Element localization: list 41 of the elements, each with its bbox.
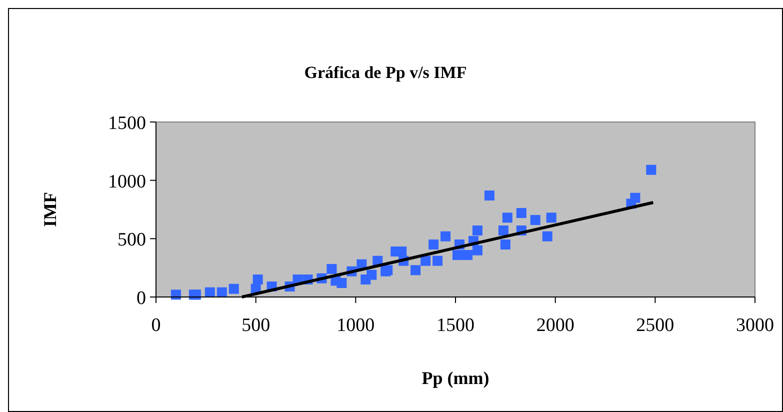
point <box>420 256 431 266</box>
y-tick-label: 1000 <box>108 171 146 192</box>
x-tick-label: 2500 <box>636 315 674 336</box>
point <box>428 240 439 250</box>
x-tick-label: 0 <box>151 315 161 336</box>
point <box>546 212 556 223</box>
point <box>502 212 512 223</box>
point <box>472 226 482 236</box>
y-tick-label: 500 <box>118 230 146 251</box>
point <box>326 264 337 274</box>
point <box>498 226 508 236</box>
point <box>542 231 552 242</box>
point <box>366 270 377 280</box>
y-axis-title: IMF <box>40 192 60 227</box>
point <box>472 245 482 256</box>
x-tick-label: 1000 <box>336 315 375 336</box>
x-tick-label: 1500 <box>436 315 474 336</box>
point <box>440 231 451 242</box>
point <box>516 208 526 218</box>
point <box>204 287 215 298</box>
point <box>484 190 494 200</box>
point <box>228 284 239 294</box>
point <box>646 164 656 175</box>
point <box>170 290 181 300</box>
point <box>462 250 472 260</box>
point <box>336 278 347 288</box>
x-axis-title: Pp (mm) <box>422 368 490 388</box>
point <box>216 287 227 298</box>
point <box>630 192 640 203</box>
point <box>452 250 462 260</box>
point <box>252 274 263 284</box>
x-tick-label: 3000 <box>736 315 774 336</box>
point <box>410 265 421 276</box>
y-tick-label: 0 <box>136 288 146 309</box>
point <box>500 240 510 250</box>
point <box>530 215 540 225</box>
x-tick-label: 500 <box>242 315 270 336</box>
x-tick-label: 2000 <box>536 315 574 336</box>
chart-title: Gráfica de Pp v/s IMF <box>304 63 467 82</box>
point <box>432 256 443 266</box>
y-tick-label: 1500 <box>108 113 146 134</box>
